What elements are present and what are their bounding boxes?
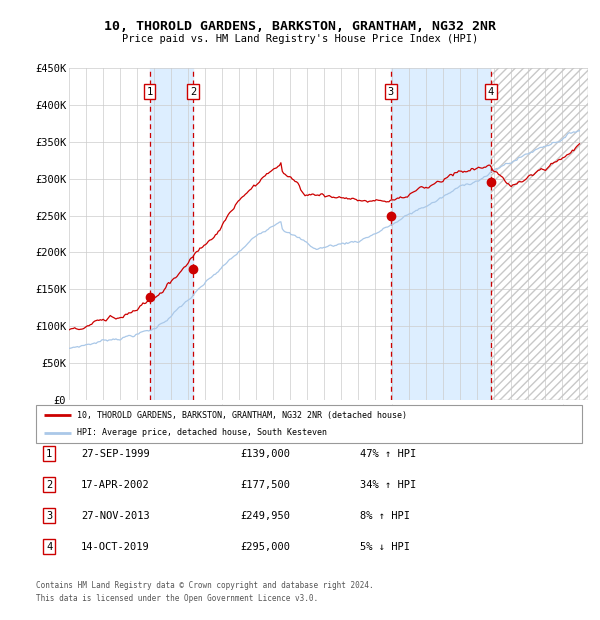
Text: £139,000: £139,000 xyxy=(240,449,290,459)
Text: 4: 4 xyxy=(46,542,52,552)
Text: 1: 1 xyxy=(146,87,153,97)
Text: £295,000: £295,000 xyxy=(240,542,290,552)
Text: 3: 3 xyxy=(46,511,52,521)
Text: 10, THOROLD GARDENS, BARKSTON, GRANTHAM, NG32 2NR (detached house): 10, THOROLD GARDENS, BARKSTON, GRANTHAM,… xyxy=(77,410,407,420)
Text: 3: 3 xyxy=(388,87,394,97)
Bar xyxy=(391,68,491,400)
Text: 27-SEP-1999: 27-SEP-1999 xyxy=(81,449,150,459)
Bar xyxy=(149,68,193,400)
Text: Price paid vs. HM Land Registry's House Price Index (HPI): Price paid vs. HM Land Registry's House … xyxy=(122,34,478,44)
Text: 5% ↓ HPI: 5% ↓ HPI xyxy=(360,542,410,552)
FancyBboxPatch shape xyxy=(36,405,582,443)
Text: 1: 1 xyxy=(46,449,52,459)
Bar xyxy=(491,68,588,400)
Text: Contains HM Land Registry data © Crown copyright and database right 2024.: Contains HM Land Registry data © Crown c… xyxy=(36,581,374,590)
Text: 34% ↑ HPI: 34% ↑ HPI xyxy=(360,480,416,490)
Text: 4: 4 xyxy=(488,87,494,97)
Text: This data is licensed under the Open Government Licence v3.0.: This data is licensed under the Open Gov… xyxy=(36,593,318,603)
Text: HPI: Average price, detached house, South Kesteven: HPI: Average price, detached house, Sout… xyxy=(77,428,327,438)
Text: 17-APR-2002: 17-APR-2002 xyxy=(81,480,150,490)
Text: 8% ↑ HPI: 8% ↑ HPI xyxy=(360,511,410,521)
Text: 2: 2 xyxy=(190,87,196,97)
Text: £249,950: £249,950 xyxy=(240,511,290,521)
Text: 27-NOV-2013: 27-NOV-2013 xyxy=(81,511,150,521)
Text: 14-OCT-2019: 14-OCT-2019 xyxy=(81,542,150,552)
Text: 2: 2 xyxy=(46,480,52,490)
Bar xyxy=(491,68,588,400)
Text: £177,500: £177,500 xyxy=(240,480,290,490)
Text: 47% ↑ HPI: 47% ↑ HPI xyxy=(360,449,416,459)
Text: 10, THOROLD GARDENS, BARKSTON, GRANTHAM, NG32 2NR: 10, THOROLD GARDENS, BARKSTON, GRANTHAM,… xyxy=(104,20,496,33)
